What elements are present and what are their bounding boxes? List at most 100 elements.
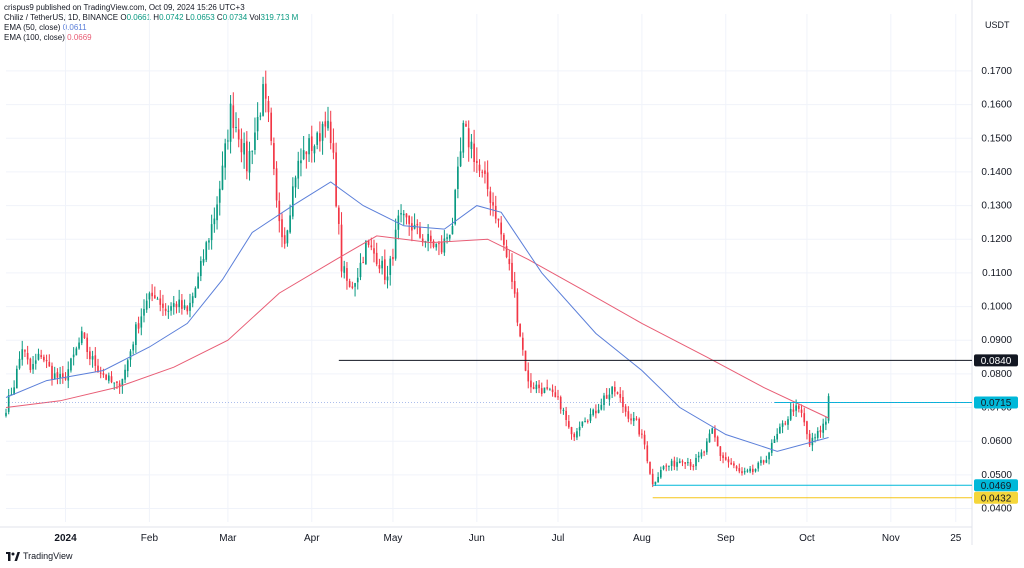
candle-body: [389, 258, 392, 275]
candle-body: [700, 452, 703, 457]
candle-body: [13, 387, 15, 395]
candle-body: [654, 481, 657, 485]
candle-body: [5, 412, 7, 416]
candle-body: [825, 421, 827, 425]
candle-body: [256, 116, 259, 132]
candle-body: [305, 151, 308, 155]
candle-body: [94, 355, 97, 366]
candle-body: [662, 466, 665, 470]
ema100-legend: EMA (100, close) 0.0669: [4, 33, 92, 42]
candle-body: [500, 222, 503, 235]
candle-body: [678, 461, 681, 464]
candle-body: [743, 471, 746, 473]
candle-body: [319, 133, 321, 142]
candle-body: [567, 421, 570, 428]
candle-body: [381, 260, 383, 269]
candle-body: [595, 410, 597, 414]
candle-body: [827, 396, 830, 421]
candle-body: [508, 258, 511, 265]
candle-body: [511, 262, 513, 282]
candle-body: [194, 287, 197, 298]
candle-body: [627, 411, 630, 419]
candle-body: [56, 372, 59, 378]
candle-body: [657, 476, 659, 483]
candle-body: [673, 460, 676, 467]
candle-body: [316, 132, 319, 145]
candle-body: [641, 433, 643, 435]
candle-body: [608, 394, 611, 400]
candle-body: [375, 252, 378, 265]
candle-body: [486, 172, 489, 190]
candle-body: [394, 229, 397, 259]
candle-body: [605, 395, 608, 399]
candle-body: [651, 473, 654, 485]
candle-body: [259, 115, 262, 117]
candle-body: [370, 245, 373, 248]
candle-body: [116, 381, 118, 384]
candle-body: [624, 406, 627, 412]
candle-body: [489, 191, 492, 203]
candle-body: [159, 298, 162, 305]
candle-body: [757, 462, 760, 469]
candle-body: [765, 459, 768, 463]
candle-body: [373, 248, 375, 254]
time-tick-label: Jul: [552, 533, 565, 544]
candle-body: [156, 298, 159, 300]
candle-body: [151, 292, 153, 297]
level-label-box: [974, 396, 1018, 409]
candle-body: [102, 373, 105, 375]
candle-body: [454, 189, 457, 225]
candle-body: [324, 121, 327, 127]
time-tick-label: Feb: [141, 533, 159, 544]
candle-body: [343, 266, 346, 273]
candle-body: [819, 430, 822, 433]
candle-body: [408, 215, 411, 224]
candle-body: [297, 160, 300, 179]
candle-body: [795, 405, 797, 411]
candle-body: [15, 368, 18, 389]
candle-body: [216, 204, 218, 221]
candle-body: [632, 417, 635, 422]
candle-body: [329, 121, 332, 144]
candle-body: [132, 344, 135, 351]
candle-body: [722, 455, 724, 458]
candle-body: [135, 324, 137, 346]
candle-body: [573, 433, 576, 438]
candle-body: [189, 302, 191, 311]
candle-body: [251, 150, 254, 152]
candle-body: [611, 386, 613, 395]
candle-body: [519, 324, 521, 337]
candle-body: [751, 468, 754, 472]
candle-body: [465, 123, 467, 127]
candle-body: [695, 457, 697, 467]
candle-body: [145, 300, 148, 310]
candle-body: [97, 365, 99, 372]
candle-body: [351, 286, 354, 288]
candle-body: [586, 420, 589, 422]
candle-body: [310, 136, 313, 151]
ema50-line: [5, 181, 829, 452]
candle-body: [202, 258, 205, 263]
candle-body: [18, 358, 21, 369]
candle-body: [808, 433, 811, 446]
candle-body: [365, 241, 367, 265]
candle-body: [199, 260, 202, 277]
candle-body: [494, 205, 497, 219]
candle-body: [643, 434, 646, 445]
price-tick-label: 0.1000: [981, 302, 1012, 313]
time-tick-label: Nov: [882, 533, 900, 544]
symbol-name: Chiliz / TetherUS, 1D, BINANCE: [4, 13, 119, 22]
candle-body: [416, 223, 419, 226]
symbol-legend: Chiliz / TetherUS, 1D, BINANCE O0.0661 H…: [4, 13, 298, 22]
candle-body: [208, 240, 210, 243]
price-tick-label: 0.1200: [981, 234, 1012, 245]
price-tick-label: 0.1400: [981, 167, 1012, 178]
tradingview-brand[interactable]: TradingView: [6, 551, 73, 561]
candle-body: [164, 308, 167, 312]
level-label: 0.0469: [981, 481, 1012, 492]
candle-body: [451, 225, 454, 235]
candle-body: [589, 414, 592, 421]
candle-body: [262, 84, 264, 116]
candle-body: [789, 408, 792, 420]
